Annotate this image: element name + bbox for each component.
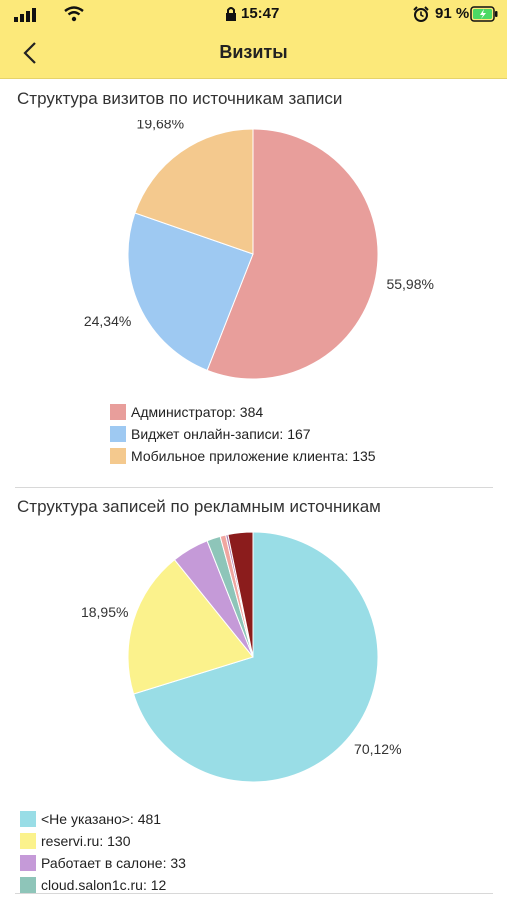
legend-color-swatch xyxy=(20,855,36,871)
wifi-icon xyxy=(64,6,84,22)
legend-item: Виджет онлайн-записи: 167 xyxy=(110,423,376,445)
section-title-ad-sources: Структура записей по рекламным источника… xyxy=(17,497,381,516)
legend-label: <Не указано>: 481 xyxy=(41,811,162,827)
signal-icon xyxy=(14,8,36,22)
legend-color-swatch xyxy=(20,877,36,893)
legend-ad-sources: <Не указано>: 481 reservi.ru: 130 Работает… xyxy=(20,808,186,896)
status-time: 15:47 xyxy=(241,5,280,22)
legend-color-swatch xyxy=(110,426,126,442)
alarm-icon xyxy=(413,6,429,22)
slice-percent-label-2: 4,81% xyxy=(155,530,195,531)
pie-slice-6 xyxy=(227,531,254,658)
pie-chart-visit-sources: 55,98% 24,34% 19,68% xyxy=(84,120,434,380)
legend-item: reservi.ru: 130 xyxy=(20,830,186,852)
nav-bar: Визиты xyxy=(0,30,507,79)
pie-slice-1 xyxy=(127,212,254,371)
legend-color-swatch xyxy=(110,448,126,464)
page-title: Визиты xyxy=(219,42,288,62)
legend-color-swatch xyxy=(20,833,36,849)
pie-slice-2 xyxy=(134,128,254,255)
battery-percent: 91 % xyxy=(435,5,470,22)
legend-label: Работает в салоне: 33 xyxy=(41,855,186,871)
legend-label: Виджет онлайн-записи: 167 xyxy=(131,426,311,442)
status-bar: 15:47 91 % xyxy=(0,0,507,30)
legend-item: Работает в салоне: 33 xyxy=(20,852,186,874)
legend-item: <Не указано>: 481 xyxy=(20,808,186,830)
section-divider xyxy=(15,487,493,488)
lock-icon xyxy=(226,7,236,21)
chevron-left-icon xyxy=(23,42,36,64)
legend-label: Мобильное приложение клиента: 135 xyxy=(131,448,376,464)
legend-label: reservi.ru: 130 xyxy=(41,833,131,849)
pie-slice-0 xyxy=(206,128,379,380)
slice-percent-label-0: 70,12% xyxy=(354,741,401,757)
slice-percent-label-1: 24,34% xyxy=(84,313,131,329)
slice-percent-label-2: 19,68% xyxy=(137,120,184,132)
legend-label: cloud.salon1c.ru: 12 xyxy=(41,877,167,893)
section-title-sources: Структура визитов по источникам записи xyxy=(17,89,343,108)
slice-percent-label-1: 18,95% xyxy=(81,604,128,620)
legend-color-swatch xyxy=(110,404,126,420)
back-button[interactable] xyxy=(16,38,46,68)
bottom-divider xyxy=(15,893,493,894)
legend-label: Администратор: 384 xyxy=(131,404,264,420)
legend-color-swatch xyxy=(20,811,36,827)
pie-slice-1 xyxy=(127,559,254,695)
pie-chart-ad-sources: 70,12% 18,95% 4,81% xyxy=(81,530,402,783)
legend-item: Администратор: 384 xyxy=(110,401,376,423)
legend-visit-sources: Администратор: 384 Виджет онлайн-записи: … xyxy=(110,401,376,467)
pie-slice-0 xyxy=(132,531,379,783)
legend-item: cloud.salon1c.ru: 12 xyxy=(20,874,186,896)
legend-item: Мобильное приложение клиента: 135 xyxy=(110,445,376,467)
battery-icon xyxy=(470,6,498,22)
slice-percent-label-0: 55,98% xyxy=(386,276,433,292)
